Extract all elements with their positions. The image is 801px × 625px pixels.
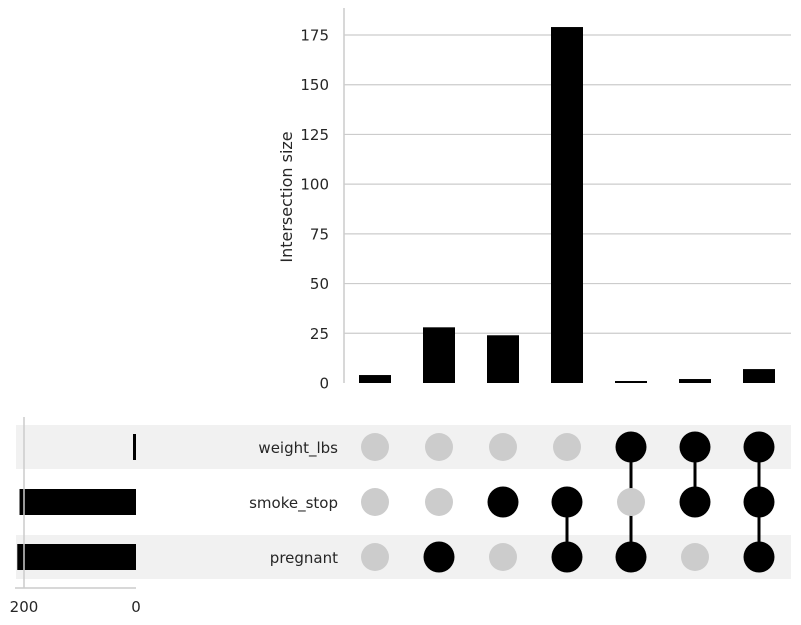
- set-row-stripes: [16, 425, 791, 579]
- set-labels: weight_lbs smoke_stop pregnant: [249, 439, 338, 567]
- set-size-axis: 200 0: [10, 417, 141, 616]
- matrix-dot-4-smoke_stop: [551, 486, 583, 518]
- y-tick-label-0: 0: [319, 375, 329, 393]
- matrix-dot-2-weight_lbs: [425, 433, 453, 461]
- set-size-tick-0: 0: [131, 598, 141, 616]
- matrix-dot-1-smoke_stop: [361, 488, 389, 516]
- matrix-dot-6-weight_lbs: [679, 431, 711, 463]
- intersection-bar-2: [423, 327, 455, 383]
- matrix-dot-5-smoke_stop: [617, 488, 645, 516]
- membership-matrix: [361, 431, 775, 573]
- y-tick-label-50: 50: [310, 275, 329, 293]
- row-stripe-weight_lbs: [16, 425, 791, 469]
- intersection-bar-1: [359, 375, 391, 383]
- matrix-dot-7-smoke_stop: [743, 486, 775, 518]
- matrix-dot-4-weight_lbs: [553, 433, 581, 461]
- matrix-dot-1-pregnant: [361, 543, 389, 571]
- y-axis-label: Intersection size: [277, 131, 296, 262]
- set-label-pregnant: pregnant: [270, 549, 338, 567]
- intersection-bar-4: [551, 27, 583, 383]
- y-tick-label-150: 150: [300, 76, 329, 94]
- intersection-bar-3: [487, 335, 519, 383]
- matrix-dot-2-pregnant: [423, 541, 455, 573]
- matrix-dot-5-weight_lbs: [615, 431, 647, 463]
- y-tick-label-25: 25: [310, 325, 329, 343]
- set-label-weight_lbs: weight_lbs: [258, 439, 338, 458]
- matrix-dot-6-pregnant: [681, 543, 709, 571]
- intersection-bar-7: [743, 369, 775, 383]
- matrix-dot-1-weight_lbs: [361, 433, 389, 461]
- matrix-dot-7-weight_lbs: [743, 431, 775, 463]
- set-label-smoke_stop: smoke_stop: [249, 494, 338, 513]
- matrix-dot-6-smoke_stop: [679, 486, 711, 518]
- set-size-bar-weight_lbs: [133, 434, 136, 460]
- matrix-dot-3-weight_lbs: [489, 433, 517, 461]
- matrix-dot-3-pregnant: [489, 543, 517, 571]
- y-axis: 0 25 50 75 100 125 150 175: [300, 8, 345, 393]
- set-size-bar-smoke_stop: [19, 489, 136, 515]
- intersection-bar-6: [679, 379, 711, 383]
- intersection-bars: [359, 27, 775, 383]
- y-tick-label-175: 175: [300, 27, 329, 45]
- y-tick-label-125: 125: [300, 126, 329, 144]
- set-size-bars: [17, 434, 137, 570]
- y-tick-label-100: 100: [300, 176, 329, 194]
- matrix-dot-7-pregnant: [743, 541, 775, 573]
- matrix-dot-5-pregnant: [615, 541, 647, 573]
- matrix-dot-3-smoke_stop: [487, 486, 519, 518]
- set-size-tick-200: 200: [10, 598, 39, 616]
- y-tick-label-75: 75: [310, 225, 329, 243]
- row-stripe-pregnant: [16, 535, 791, 579]
- matrix-dot-2-smoke_stop: [425, 488, 453, 516]
- set-size-bar-pregnant: [17, 544, 137, 570]
- matrix-dot-4-pregnant: [551, 541, 583, 573]
- intersection-bar-5: [615, 381, 647, 383]
